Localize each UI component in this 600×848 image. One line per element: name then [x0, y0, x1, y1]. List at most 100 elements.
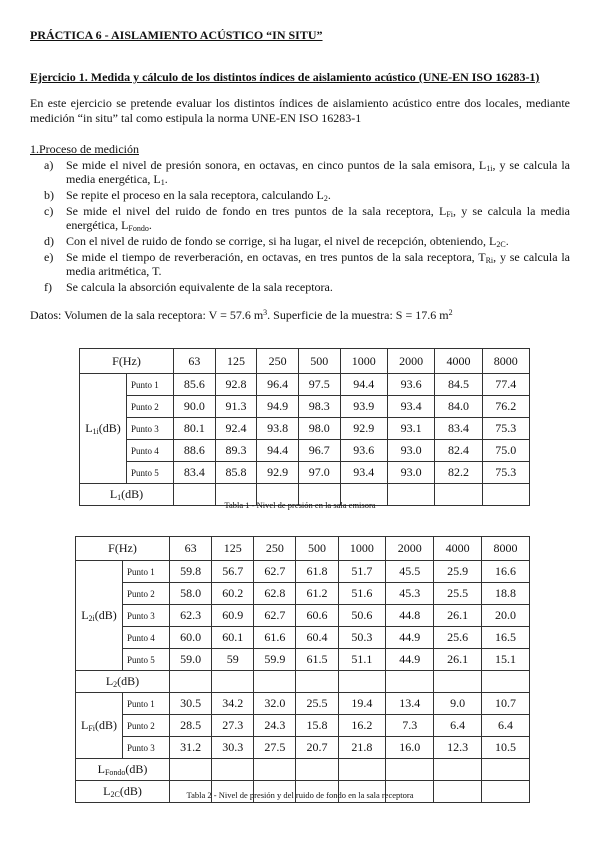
empty-cell [433, 670, 483, 693]
table-row: L1i(dB) Punto 1 85.6 92.8 96.4 97.5 94.4 93.6 84… [79, 373, 531, 484]
value-cell: 60.4 [295, 626, 339, 649]
table-row: LFondo(dB) [75, 758, 530, 781]
value-cell: 10.7 [481, 692, 530, 715]
table-row: Punto 5 83.4 85.8 92.9 97.0 93.4 93.0 82.2 75.3 [80, 461, 531, 484]
value-cell: 16.5 [481, 626, 530, 649]
value-cell: 91.3 [214, 395, 258, 418]
empty-cell [211, 670, 255, 693]
empty-cell [168, 758, 213, 781]
value-cell: 45.3 [385, 582, 435, 605]
value-cell: 85.8 [214, 461, 258, 484]
row-group-label: L1i(dB) [79, 373, 127, 484]
value-cell: 51.6 [337, 582, 387, 605]
item-text: . [164, 172, 168, 186]
empty-cell [295, 780, 339, 803]
value-cell: 75.3 [481, 461, 531, 484]
value-cell: 62.3 [168, 604, 213, 627]
list-item: c) Se mide el nivel del ruido de fondo en… [30, 204, 570, 233]
item-text: Se mide el nivel del ruido de fondo en t… [66, 204, 447, 218]
value-cell: 77.4 [481, 373, 531, 396]
table-row: L2C(dB) [75, 780, 530, 803]
value-cell: 30.3 [211, 736, 255, 759]
item-text: Con el nivel de ruido de fondo se corrig… [66, 234, 497, 248]
value-cell: 26.1 [433, 604, 483, 627]
list-item: e) Se mide el tiempo de reverberación, en… [30, 250, 570, 278]
value-cell: 58.0 [168, 582, 213, 605]
value-cell: 94.4 [339, 373, 388, 396]
table-row: L1(dB) [79, 483, 531, 506]
empty-cell [253, 758, 297, 781]
point-label: Punto 3 [122, 604, 170, 627]
point-label: Punto 5 [126, 461, 174, 484]
value-cell: 84.0 [434, 395, 483, 418]
freq-cell: 2000 [385, 536, 435, 561]
value-cell: 13.4 [385, 692, 435, 715]
value-cell: 75.3 [481, 417, 531, 440]
row-label-main: L [103, 784, 111, 798]
value-cell: 44.9 [385, 648, 435, 671]
row-label-sub: 2 [113, 680, 118, 689]
value-cell: 83.4 [173, 461, 216, 484]
freq-cell: 125 [214, 348, 258, 374]
point-label: Punto 4 [126, 439, 174, 462]
table2-caption: Tabla 2 - Nivel de presión y del ruido d… [186, 790, 414, 800]
value-cell: 61.8 [295, 560, 339, 583]
row-label: L1(dB) [79, 483, 174, 506]
row-label-unit: (dB) [119, 784, 142, 798]
item-text: , y se calcula la media energética, L [66, 158, 570, 186]
item-label: a) [44, 158, 54, 172]
point-label: Punto 2 [126, 395, 174, 418]
value-cell: 25.6 [433, 626, 483, 649]
value-cell: 6.4 [481, 714, 530, 737]
row-label-unit: (dB) [98, 421, 121, 435]
freq-header: F(Hz) [79, 348, 174, 374]
item-text: . [148, 218, 152, 232]
item-text: , y se calcula la media aritmética, T. [66, 250, 570, 278]
value-cell: 96.7 [297, 439, 341, 462]
point-label: Punto 1 [122, 692, 170, 715]
row-group-label: L2i(dB) [75, 560, 123, 671]
row-label-main: L [81, 608, 89, 622]
point-label: Punto 3 [126, 417, 174, 440]
value-cell: 31.2 [168, 736, 213, 759]
empty-cell [211, 758, 255, 781]
point-label: Punto 2 [122, 714, 170, 737]
value-cell: 45.5 [385, 560, 435, 583]
item-label: b) [44, 188, 54, 202]
item-text: . [505, 234, 509, 248]
empty-cell [481, 670, 530, 693]
value-cell: 18.8 [481, 582, 530, 605]
row-label: L2C(dB) [75, 780, 170, 803]
row-label-sub: Fi [88, 724, 95, 733]
row-label-unit: (dB) [125, 762, 148, 776]
value-cell: 93.1 [386, 417, 436, 440]
item-text: Se repite el proceso en la sala receptor… [66, 188, 324, 202]
value-cell: 59.0 [168, 648, 213, 671]
item-text: Se mide el tiempo de reverberación, en o… [66, 250, 486, 264]
value-cell: 16.2 [337, 714, 387, 737]
value-cell: 16.6 [481, 560, 530, 583]
item-label: d) [44, 234, 54, 248]
row-label-unit: (dB) [95, 718, 117, 732]
value-cell: 83.4 [434, 417, 483, 440]
value-cell: 34.2 [211, 692, 255, 715]
subscript: 1i [486, 164, 493, 173]
list-item: b) Se repite el proceso en la sala recept… [30, 188, 570, 203]
value-cell: 93.9 [339, 395, 388, 418]
empty-cell [385, 758, 435, 781]
value-cell: 84.5 [434, 373, 483, 396]
row-label-main: L [85, 421, 93, 435]
value-cell: 85.6 [173, 373, 216, 396]
empty-cell [481, 483, 531, 506]
item-text: Se calcula la absorción equivalente de l… [66, 280, 333, 294]
freq-cell: 125 [211, 536, 255, 561]
row-label: L2(dB) [75, 670, 170, 693]
row-label-sub: Fondo [104, 768, 126, 777]
table-row: Punto 4 88.6 89.3 94.4 96.7 93.6 93.0 82.4 75.0 [80, 439, 531, 462]
value-cell: 93.6 [339, 439, 388, 462]
value-cell: 59.9 [253, 648, 297, 671]
value-cell: 88.6 [173, 439, 216, 462]
row-label-sub: 2C [110, 790, 120, 799]
value-cell: 20.0 [481, 604, 530, 627]
table-row: Punto 5 59.0 59 59.9 61.5 51.1 44.9 26.1 15.1 [76, 648, 530, 671]
